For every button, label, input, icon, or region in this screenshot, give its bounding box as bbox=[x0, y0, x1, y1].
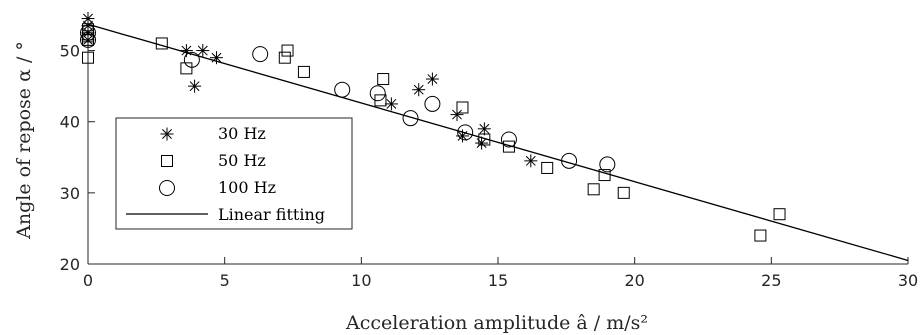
x-axis-ticks: 0 5 10 15 20 25 30 bbox=[83, 257, 918, 290]
data-point-100hz bbox=[599, 156, 616, 173]
legend-asterisk-icon bbox=[160, 127, 174, 141]
data-point-30hz bbox=[477, 122, 491, 136]
y-tick-label: 40 bbox=[60, 113, 80, 132]
x-tick-label: 0 bbox=[83, 271, 93, 290]
data-point-30hz bbox=[188, 79, 202, 93]
data-point-50hz bbox=[281, 44, 294, 57]
data-point-50hz bbox=[180, 62, 193, 75]
data-point-100hz bbox=[500, 131, 517, 148]
data-point-50hz bbox=[754, 229, 767, 242]
data-point-100hz bbox=[424, 95, 441, 112]
data-point-30hz bbox=[81, 12, 95, 26]
x-tick-label: 30 bbox=[898, 271, 918, 290]
x-tick-label: 20 bbox=[624, 271, 644, 290]
data-point-30hz bbox=[384, 97, 398, 111]
y-tick-label: 30 bbox=[60, 184, 80, 203]
data-point-50hz bbox=[541, 161, 554, 174]
data-point-50hz bbox=[82, 51, 94, 64]
plot-area bbox=[87, 15, 908, 265]
data-point-100hz bbox=[457, 124, 474, 141]
legend-marker-30hz bbox=[160, 127, 174, 141]
legend: 30 Hz 50 Hz 100 Hz Linear fitting bbox=[115, 117, 353, 230]
x-tick-label: 15 bbox=[488, 271, 508, 290]
data-point-100hz bbox=[369, 85, 386, 102]
data-point-100hz bbox=[80, 24, 96, 41]
data-point-50hz bbox=[773, 208, 786, 221]
data-point-50hz bbox=[82, 30, 94, 43]
data-point-50hz bbox=[617, 186, 630, 199]
legend-marker-50hz bbox=[161, 155, 173, 167]
data-point-50hz bbox=[278, 51, 291, 64]
data-point-100hz bbox=[80, 31, 96, 48]
data-point-30hz bbox=[425, 72, 439, 86]
data-point-50hz bbox=[456, 101, 469, 114]
y-axis-ticks: 20 30 40 50 bbox=[60, 42, 95, 274]
legend-label-100hz: 100 Hz bbox=[218, 178, 276, 197]
data-point-100hz bbox=[334, 81, 351, 98]
data-point-30hz bbox=[196, 44, 210, 58]
data-point-50hz bbox=[377, 73, 390, 86]
x-tick-label: 5 bbox=[220, 271, 230, 290]
data-point-50hz bbox=[587, 183, 600, 196]
legend-circle-icon bbox=[159, 180, 175, 196]
y-tick-label: 50 bbox=[60, 42, 80, 61]
linear-fit-line bbox=[87, 23, 909, 262]
data-point-50hz bbox=[297, 65, 310, 78]
data-point-30hz bbox=[524, 154, 538, 168]
data-point-100hz bbox=[252, 46, 269, 63]
legend-label-linear-fitting: Linear fitting bbox=[218, 205, 325, 224]
y-axis-title: Angle of repose α / ° bbox=[13, 41, 35, 240]
y-tick-label: 20 bbox=[60, 255, 80, 274]
legend-label-50hz: 50 Hz bbox=[218, 151, 266, 170]
legend-box bbox=[115, 117, 353, 230]
legend-label-30hz: 30 Hz bbox=[218, 124, 266, 143]
data-point-50hz bbox=[155, 37, 168, 50]
x-tick-label: 25 bbox=[761, 271, 781, 290]
data-point-100hz bbox=[402, 110, 419, 127]
legend-marker-100hz bbox=[159, 180, 175, 196]
x-axis-title: Acceleration amplitude â / m/s² bbox=[345, 312, 648, 334]
data-point-100hz bbox=[183, 51, 200, 68]
legend-square-icon bbox=[161, 155, 173, 167]
x-tick-label: 10 bbox=[351, 271, 371, 290]
data-point-30hz bbox=[412, 83, 426, 97]
data-marks bbox=[80, 12, 909, 262]
